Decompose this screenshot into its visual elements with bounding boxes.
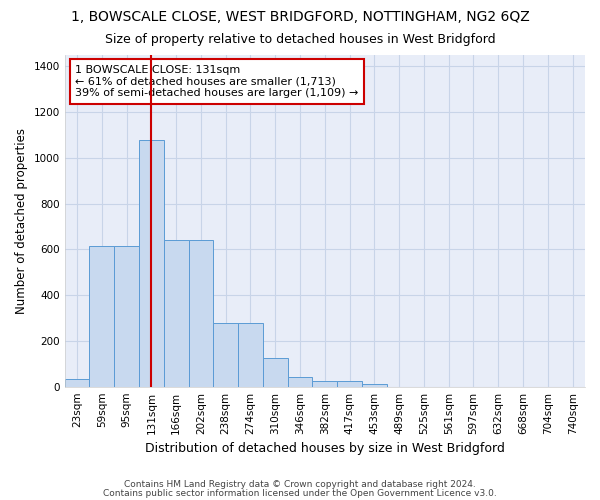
Text: Contains public sector information licensed under the Open Government Licence v3: Contains public sector information licen…	[103, 490, 497, 498]
Text: Size of property relative to detached houses in West Bridgford: Size of property relative to detached ho…	[104, 32, 496, 46]
Bar	[337, 381, 362, 386]
Bar	[263, 358, 287, 386]
Text: Contains HM Land Registry data © Crown copyright and database right 2024.: Contains HM Land Registry data © Crown c…	[124, 480, 476, 489]
Bar	[65, 380, 89, 386]
Bar	[114, 246, 139, 386]
Bar	[313, 381, 337, 386]
X-axis label: Distribution of detached houses by size in West Bridgford: Distribution of detached houses by size …	[145, 442, 505, 455]
Text: 1, BOWSCALE CLOSE, WEST BRIDGFORD, NOTTINGHAM, NG2 6QZ: 1, BOWSCALE CLOSE, WEST BRIDGFORD, NOTTI…	[71, 10, 529, 24]
Bar	[287, 377, 313, 386]
Bar	[164, 240, 188, 386]
Y-axis label: Number of detached properties: Number of detached properties	[15, 128, 28, 314]
Bar	[89, 246, 114, 386]
Bar	[238, 322, 263, 386]
Bar	[214, 322, 238, 386]
Bar	[139, 140, 164, 386]
Bar	[188, 240, 214, 386]
Text: 1 BOWSCALE CLOSE: 131sqm
← 61% of detached houses are smaller (1,713)
39% of sem: 1 BOWSCALE CLOSE: 131sqm ← 61% of detach…	[75, 65, 358, 98]
Bar	[362, 384, 387, 386]
